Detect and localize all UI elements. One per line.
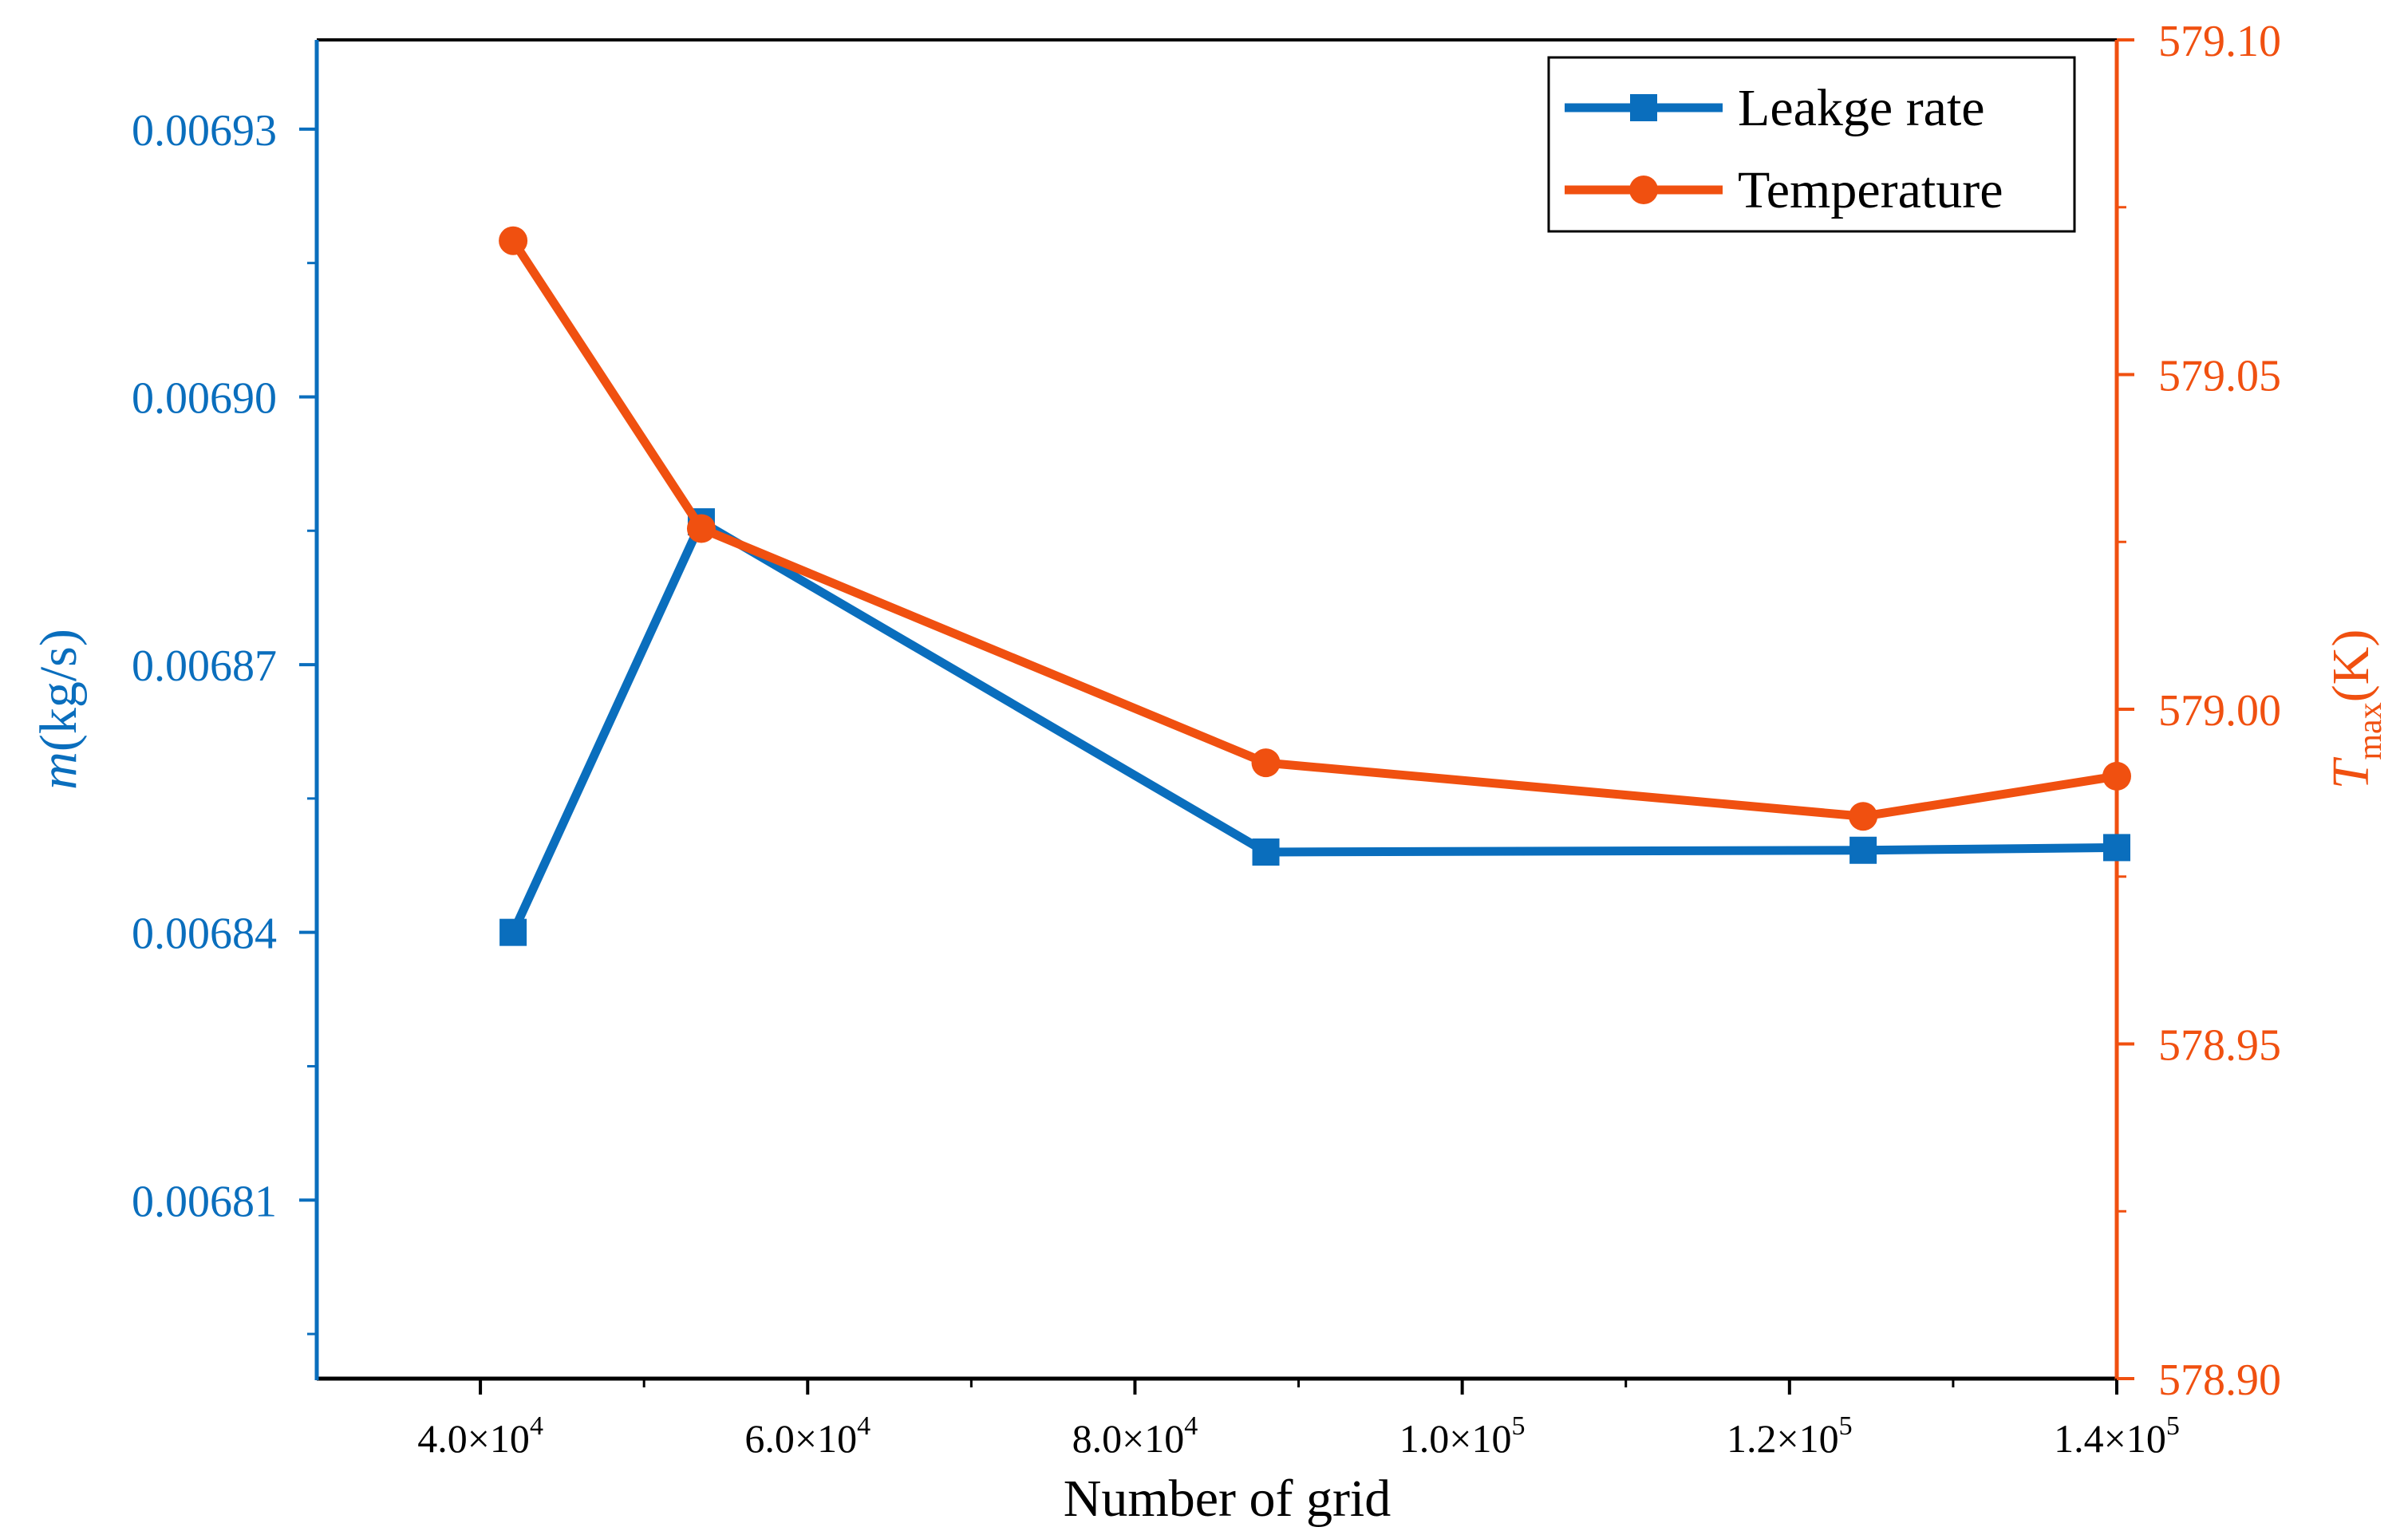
legend-label-1: Temperature: [1738, 161, 2003, 219]
x-tick-label: 1.2×105: [1727, 1411, 1853, 1461]
leakage-rate-point: [2103, 834, 2130, 862]
temperature-point: [686, 514, 716, 543]
left-y-tick-label: 0.00684: [132, 910, 277, 959]
series-line-temperature: [509, 238, 2118, 821]
x-axis-title: Number of grid: [1064, 1470, 1392, 1528]
series-line-leakage-rate: [509, 517, 2118, 934]
legend-circle-marker: [1629, 176, 1658, 204]
temperature-point: [1251, 748, 1281, 778]
right-y-tick-label: 579.10: [2158, 17, 2281, 66]
left-y-tick-label: 0.00681: [132, 1177, 277, 1226]
temperature-point: [1849, 802, 1878, 831]
leakage-rate-point: [499, 918, 527, 946]
left-y-tick-label: 0.00687: [132, 641, 277, 691]
right-y-tick-label: 579.05: [2158, 352, 2281, 401]
temperature-point: [2102, 761, 2131, 791]
x-tick-label: 8.0×104: [1072, 1411, 1198, 1461]
left-y-tick-label: 0.00693: [132, 106, 277, 156]
legend-label-0: Leakge rate: [1738, 79, 1985, 137]
x-tick-label: 6.0×104: [744, 1411, 870, 1461]
x-tick-label: 1.4×105: [2054, 1411, 2180, 1461]
right-y-tick-label: 578.95: [2158, 1021, 2281, 1071]
leakage-rate-point: [1252, 838, 1280, 866]
left-y-tick-label: 0.00690: [132, 373, 277, 423]
legend-box: [1547, 56, 2076, 233]
temperature-point: [499, 226, 528, 255]
x-tick-label: 4.0×104: [417, 1411, 543, 1461]
legend-square-marker: [1630, 94, 1657, 121]
leakage-rate-point: [1849, 836, 1877, 864]
right-y-axis-title: Tmax(K): [2322, 629, 2389, 790]
x-tick-label: 1.0×105: [1399, 1411, 1526, 1461]
right-y-tick-label: 579.00: [2158, 686, 2281, 736]
left-y-axis-title: m(kg/s): [30, 629, 88, 790]
right-y-tick-label: 578.90: [2158, 1355, 2281, 1405]
